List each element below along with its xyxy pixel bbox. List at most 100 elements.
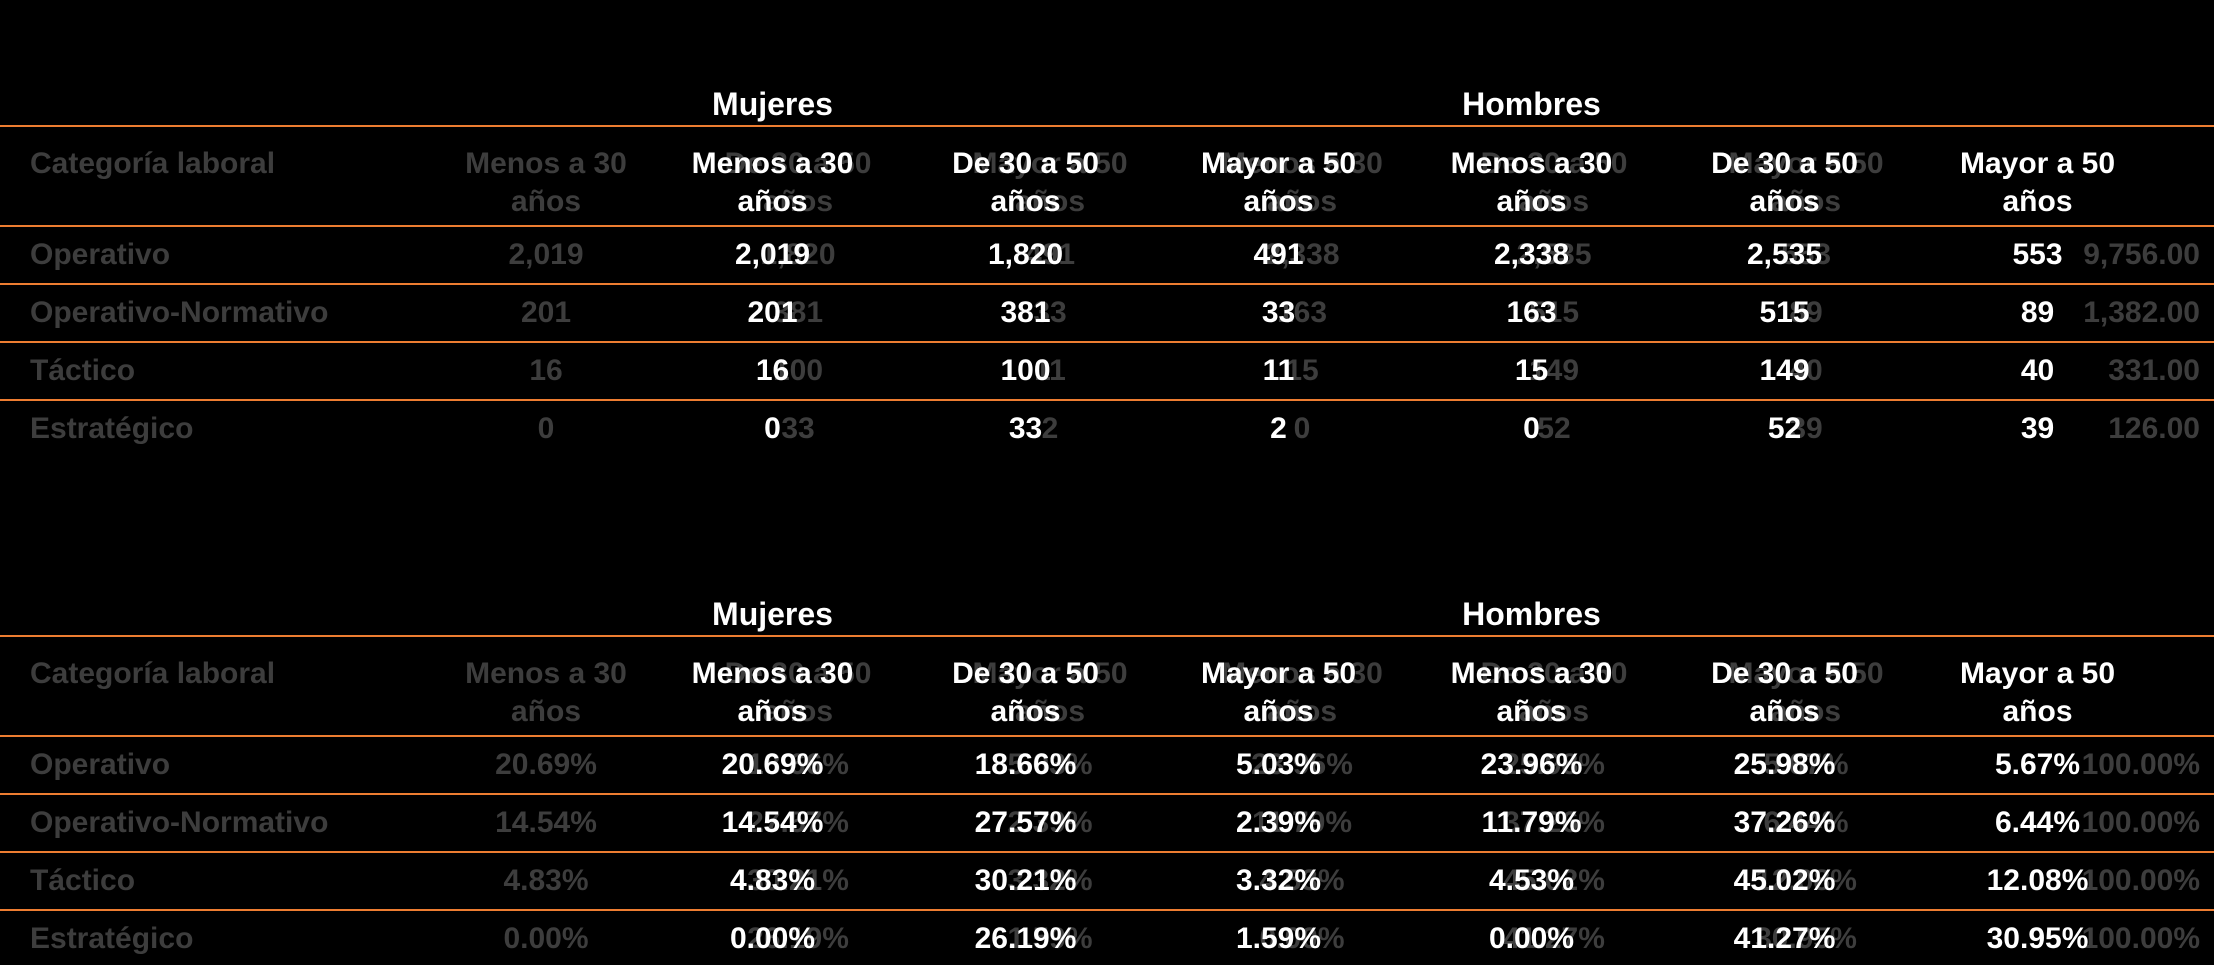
ghost-value-cell: 0 (1293, 412, 1311, 445)
ghost-total-cell: 126.00 (2108, 412, 2200, 445)
row-header-spacer (0, 637, 646, 735)
ghost-value-cell: 0.00% (503, 922, 589, 955)
ghost-value-cell: 3.32% (1007, 864, 1093, 897)
ghost-col-header-6: Mayor a 50 años (1728, 147, 1884, 218)
ghost-col-header-2: De 30 a 50 años (724, 147, 872, 218)
value-cell: 3.32% (1235, 864, 1322, 897)
row-header-label: Categoría laboral (30, 657, 276, 690)
value-cell: 89 (2020, 296, 2055, 329)
value-cell: 1.59% (1235, 922, 1322, 955)
value-cell: 33 (1008, 412, 1043, 445)
value-cell: 14.54% (721, 806, 824, 839)
ghost-value-cell: 12.08% (1755, 864, 1857, 897)
row-operativo-normativo: 201 381 33 163 515 89 (0, 285, 2214, 341)
ghost-value-cell: 5.67% (1763, 748, 1849, 781)
col-header-6: Mayor a 50 años (1959, 657, 2116, 728)
ghost-value-cell: 2,338 (1264, 238, 1340, 271)
ghost-col-header-4: Menos a 30 años (1221, 147, 1383, 218)
ghost-col-header-3: Mayor a 50 años (972, 657, 1128, 728)
ghost-value-cell: 16 (529, 354, 563, 387)
divider-line (0, 851, 2214, 853)
ghost-total-cell: 1,382.00 (2083, 296, 2200, 329)
ghost-total-cell: 100.00% (2081, 922, 2200, 955)
ghost-header-row: Categoría laboral Menos a 30 años De 30 … (0, 127, 2214, 225)
ghost-value-cell: 201 (520, 296, 572, 329)
ghost-row-operativo: Operativo 20.69% 18.66% 5.03% 23.96% 25.… (0, 737, 2214, 793)
row-label: Táctico (30, 864, 136, 897)
ghost-value-cell: 30.95% (1755, 922, 1857, 955)
col-header-1: Menos a 30 años (691, 657, 854, 728)
col-header-1: Menos a 30 años (691, 147, 854, 218)
value-cell: 33 (1261, 296, 1296, 329)
col-header-4: Menos a 30 años (1450, 147, 1613, 218)
ghost-value-cell: 14.54% (495, 806, 597, 839)
col-header-5: De 30 a 50 años (1711, 147, 1858, 218)
value-cell: 0 (1523, 412, 1540, 445)
value-cell: 381 (1000, 296, 1051, 329)
header-row: Menos a 30 años De 30 a 50 años Mayor a … (0, 637, 2214, 735)
ghost-value-cell: 381 (772, 296, 824, 329)
divider-line (0, 225, 2214, 227)
ghost-value-cell: 515 (1528, 296, 1580, 329)
ghost-value-cell: 4.83% (503, 864, 589, 897)
col-header-2: De 30 a 50 años (952, 147, 1099, 218)
ghost-col-header-1: Menos a 30 años (465, 147, 627, 218)
row-label-spacer (0, 853, 646, 909)
ghost-col-header-1: Menos a 30 años (465, 657, 627, 728)
value-cell: 0.00% (1488, 922, 1575, 955)
ghost-value-cell: 23.96% (1251, 748, 1353, 781)
ghost-value-cell: 1.59% (1007, 922, 1093, 955)
row-label-spacer (0, 795, 646, 851)
value-cell: 515 (1759, 296, 1810, 329)
value-cell: 52 (1767, 412, 1802, 445)
value-cell: 201 (747, 296, 798, 329)
divider-line (0, 909, 2214, 911)
row-tactico: 4.83% 30.21% 3.32% 4.53% 45.02% 12.08% (0, 853, 2214, 909)
ghost-value-cell: 149 (1528, 354, 1580, 387)
row-tactico: 16 100 11 15 149 40 (0, 343, 2214, 399)
ghost-value-cell: 1,820 (760, 238, 836, 271)
value-cell: 2,019 (734, 238, 811, 271)
value-cell: 100 (1000, 354, 1051, 387)
ghost-value-cell: 26.19% (747, 922, 849, 955)
divider-line (0, 341, 2214, 343)
divider-line (0, 635, 2214, 637)
ghost-row-operativo-normativo: Operativo-Normativo 201 381 33 163 515 8… (0, 285, 2214, 341)
value-cell: 40 (2020, 354, 2055, 387)
value-cell: 30.21% (974, 864, 1077, 897)
ghost-total-cell: 100.00% (2081, 806, 2200, 839)
divider-line (0, 399, 2214, 401)
value-cell: 553 (2012, 238, 2063, 271)
row-label-spacer (0, 737, 646, 793)
ghost-value-cell: 6.44% (1763, 806, 1849, 839)
value-cell: 163 (1506, 296, 1557, 329)
value-cell: 45.02% (1733, 864, 1836, 897)
ghost-value-cell: 0.00% (1259, 922, 1345, 955)
ghost-row-tactico: Táctico 16 100 11 15 149 40 331.00 (0, 343, 2214, 399)
ghost-value-cell: 39 (1789, 412, 1823, 445)
ghost-value-cell: 33 (1033, 296, 1067, 329)
row-label-spacer (0, 285, 646, 341)
ghost-value-cell: 89 (1789, 296, 1823, 329)
value-cell: 27.57% (974, 806, 1077, 839)
table-percentages-ghost-layer: Categoría laboral Menos a 30 años De 30 … (0, 594, 2214, 965)
row-label-spacer (0, 343, 646, 399)
ghost-value-cell: 491 (1024, 238, 1076, 271)
value-cell: 26.19% (974, 922, 1077, 955)
ghost-row-operativo: Operativo 2,019 1,820 491 2,338 2,535 55… (0, 227, 2214, 283)
value-cell: 41.27% (1733, 922, 1836, 955)
ghost-value-cell: 30.21% (747, 864, 849, 897)
value-cell: 2,338 (1493, 238, 1570, 271)
header-row: Menos a 30 años De 30 a 50 años Mayor a … (0, 127, 2214, 225)
ghost-value-cell: 11 (1034, 354, 1066, 387)
ghost-value-cell: 40 (1789, 354, 1823, 387)
ghost-value-cell: 2 (1041, 412, 1059, 445)
ghost-value-cell: 33 (781, 412, 815, 445)
row-header-spacer (0, 127, 646, 225)
col-header-3: Mayor a 50 años (1200, 657, 1357, 728)
value-cell: 16 (755, 354, 790, 387)
value-cell: 2.39% (1235, 806, 1322, 839)
row-label-spacer (0, 911, 646, 965)
group-label-mujeres: Mujeres (712, 86, 833, 122)
value-cell: 5.03% (1235, 748, 1322, 781)
